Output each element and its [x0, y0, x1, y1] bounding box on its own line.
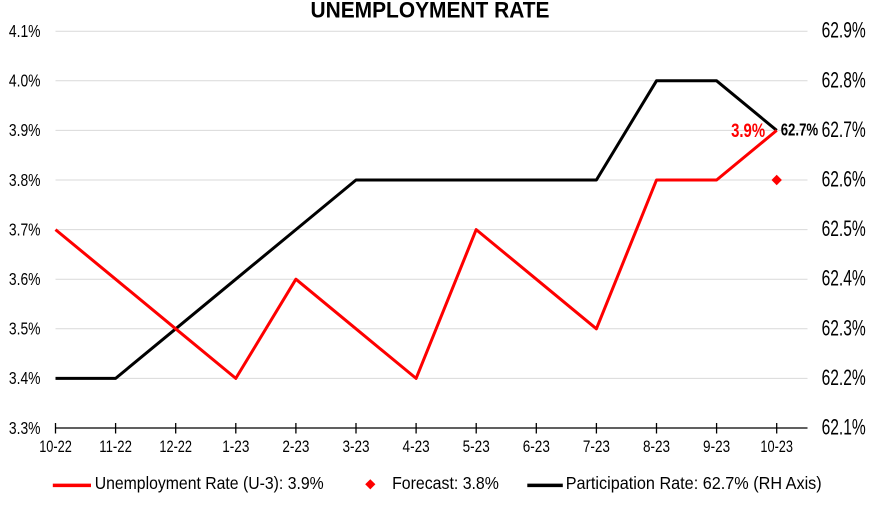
svg-text:4.0%: 4.0% [9, 71, 41, 91]
svg-text:3-23: 3-23 [342, 437, 369, 456]
svg-text:4.1%: 4.1% [9, 21, 41, 41]
svg-text:62.7%: 62.7% [781, 120, 819, 140]
svg-text:8-23: 8-23 [643, 437, 670, 456]
svg-text:5-23: 5-23 [463, 437, 490, 456]
svg-text:4-23: 4-23 [403, 437, 430, 456]
svg-text:3.6%: 3.6% [9, 269, 41, 289]
svg-text:7-23: 7-23 [583, 437, 610, 456]
svg-text:62.7%: 62.7% [822, 117, 866, 142]
svg-text:2-23: 2-23 [282, 437, 309, 456]
svg-text:3.7%: 3.7% [9, 219, 41, 239]
svg-text:3.9%: 3.9% [9, 120, 41, 140]
svg-text:10-22: 10-22 [39, 437, 72, 456]
svg-text:3.3%: 3.3% [9, 418, 41, 438]
svg-text:3.4%: 3.4% [9, 368, 41, 388]
svg-text:62.4%: 62.4% [822, 266, 866, 291]
svg-text:62.6%: 62.6% [822, 167, 866, 192]
svg-text:Unemployment Rate (U-3): 3.9%: Unemployment Rate (U-3): 3.9% [95, 473, 324, 493]
svg-text:10-23: 10-23 [760, 437, 793, 456]
svg-text:62.8%: 62.8% [822, 67, 866, 92]
svg-text:1-23: 1-23 [222, 437, 249, 456]
svg-text:UNEMPLOYMENT RATE: UNEMPLOYMENT RATE [311, 0, 550, 23]
svg-text:Participation Rate: 62.7% (RH: Participation Rate: 62.7% (RH Axis) [566, 473, 822, 493]
svg-text:9-23: 9-23 [703, 437, 730, 456]
svg-text:3.5%: 3.5% [9, 319, 41, 339]
svg-text:62.9%: 62.9% [822, 18, 866, 43]
svg-text:62.2%: 62.2% [822, 365, 866, 390]
svg-text:12-22: 12-22 [159, 437, 192, 456]
svg-text:3.8%: 3.8% [9, 170, 41, 190]
svg-text:Forecast: 3.8%: Forecast: 3.8% [392, 473, 499, 493]
svg-text:3.9%: 3.9% [731, 121, 765, 142]
svg-text:6-23: 6-23 [523, 437, 550, 456]
svg-text:62.1%: 62.1% [822, 415, 866, 440]
svg-text:11-22: 11-22 [99, 437, 132, 456]
svg-text:62.5%: 62.5% [822, 216, 866, 241]
svg-text:62.3%: 62.3% [822, 315, 866, 340]
